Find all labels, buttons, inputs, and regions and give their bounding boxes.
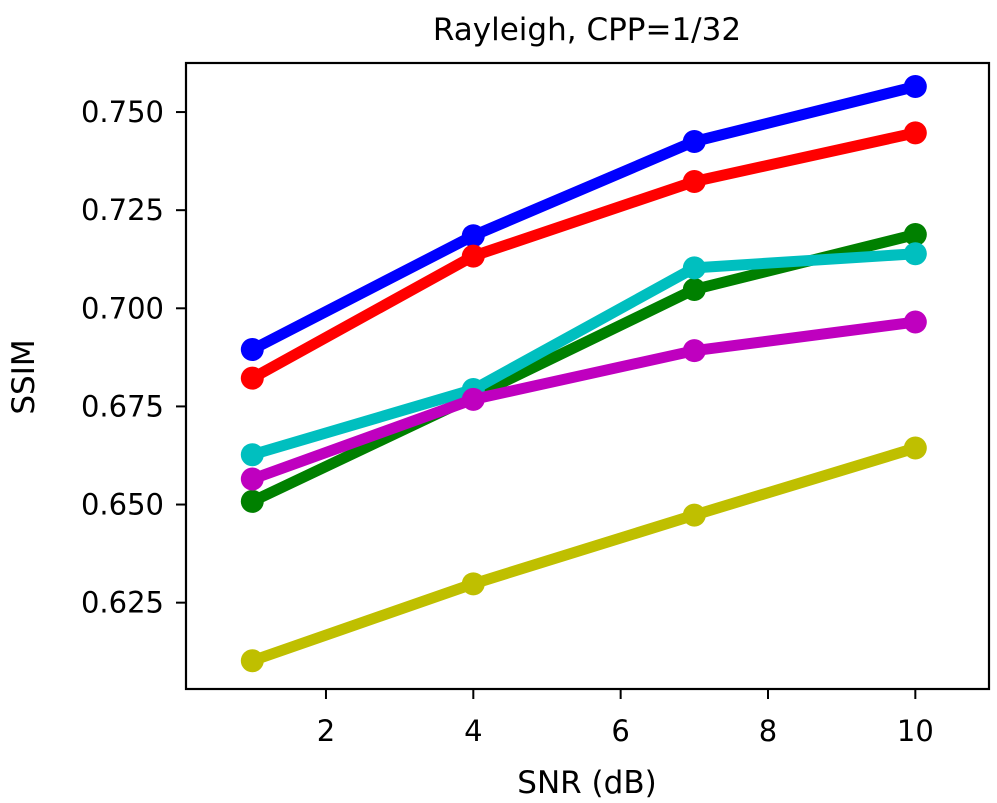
series-line-green <box>249 229 917 507</box>
series-line-magenta <box>250 316 917 485</box>
series-magenta <box>240 310 927 491</box>
data-point-magenta <box>461 387 485 411</box>
series-olive <box>240 436 927 673</box>
x-tick-label: 4 <box>464 714 482 748</box>
plot-frame <box>184 61 991 691</box>
data-point-red <box>240 366 264 390</box>
y-tick-label: 0.700 <box>81 291 164 325</box>
y-tick-label: 0.650 <box>81 488 164 522</box>
data-point-blue <box>682 129 706 153</box>
data-point-olive <box>903 436 927 460</box>
series-green <box>240 223 927 513</box>
data-point-cyan <box>240 443 264 467</box>
plot-series <box>240 75 927 673</box>
y-tick-label: 0.750 <box>81 95 164 129</box>
series-line-red <box>249 127 917 383</box>
x-tick-label: 10 <box>897 714 934 748</box>
x-tick-label: 8 <box>759 714 777 748</box>
data-point-red <box>461 244 485 268</box>
data-point-blue <box>903 75 927 99</box>
data-point-magenta <box>682 339 706 363</box>
data-point-red <box>682 170 706 194</box>
series-line-olive <box>250 442 917 666</box>
x-axis-title: SNR (dB) <box>517 765 656 801</box>
y-tick-label: 0.675 <box>81 389 164 423</box>
y-tick-label: 0.625 <box>81 586 164 620</box>
data-point-green <box>240 489 264 513</box>
data-point-magenta <box>240 467 264 491</box>
data-point-red <box>903 121 927 145</box>
y-tick-label: 0.725 <box>81 193 164 227</box>
series-line-cyan <box>250 248 916 460</box>
data-point-green <box>903 223 927 247</box>
data-point-cyan <box>682 256 706 280</box>
series-blue <box>240 75 927 362</box>
data-point-cyan <box>903 242 927 266</box>
x-tick-label: 2 <box>317 714 335 748</box>
y-axis-ticks: 0.625 0.650 0.675 0.700 0.725 0.750 <box>81 95 186 620</box>
chart-title: Rayleigh, CPP=1/32 <box>433 12 741 48</box>
data-point-blue <box>461 224 485 248</box>
y-axis-title: SSIM <box>6 339 42 414</box>
data-point-green <box>682 277 706 301</box>
series-cyan <box>240 242 927 467</box>
data-point-olive <box>682 503 706 527</box>
data-point-magenta <box>903 310 927 334</box>
data-point-olive <box>461 572 485 596</box>
x-axis-ticks: 2 4 6 8 10 <box>317 689 934 748</box>
data-point-olive <box>240 649 264 673</box>
data-point-blue <box>240 338 264 362</box>
series-red <box>240 121 927 390</box>
series-line-blue <box>249 81 917 355</box>
x-tick-label: 6 <box>611 714 629 748</box>
